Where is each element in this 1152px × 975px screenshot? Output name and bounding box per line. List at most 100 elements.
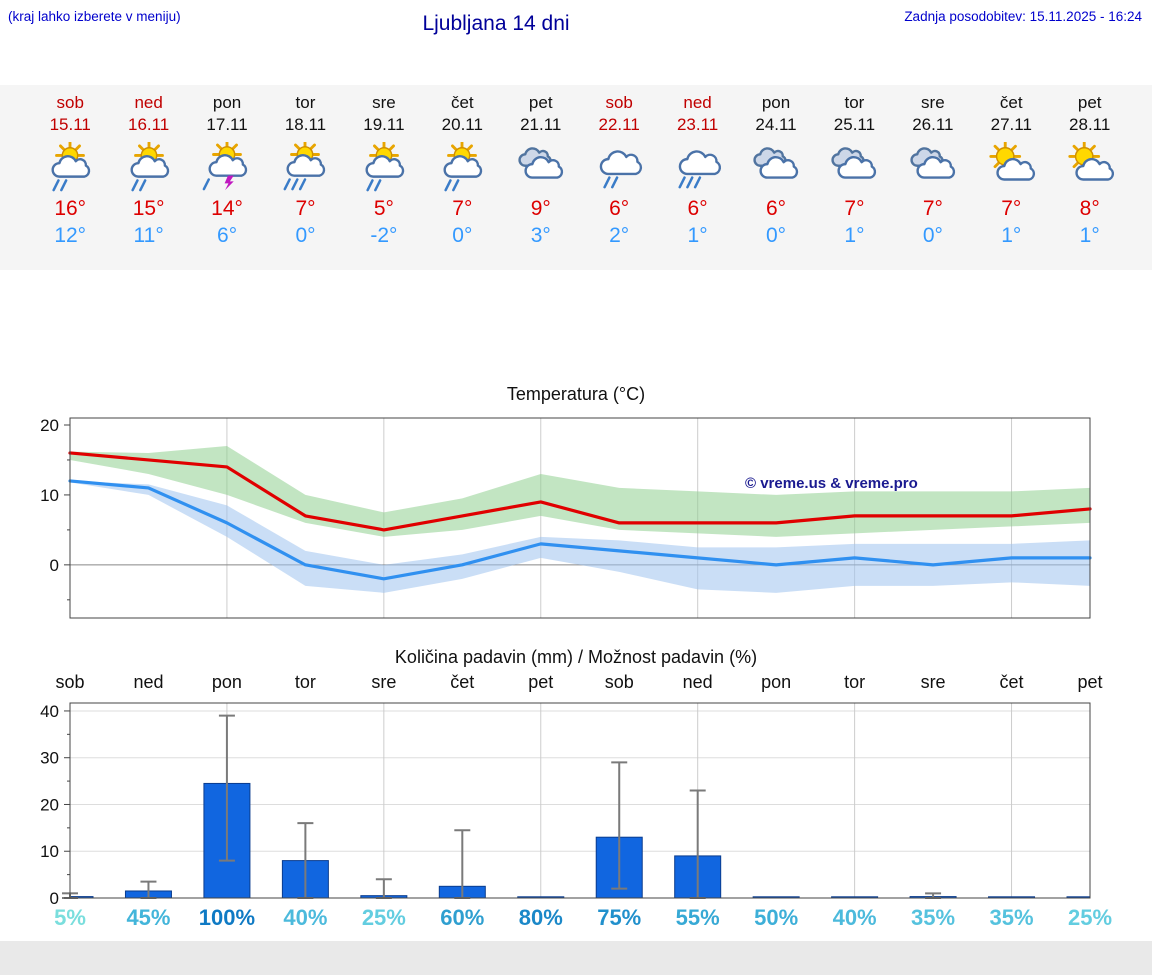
high-temp: 16° [54,197,87,220]
day-name: pet [528,93,553,112]
low-temp: 12° [54,224,87,247]
low-temp: 1° [1001,224,1022,247]
precip-probability: 50% [754,905,798,930]
forecast-day[interactable]: ned 16.11 15° 11° [109,93,187,270]
precip-ytick-label: 0 [50,889,59,908]
precip-probability: 100% [199,905,255,930]
cloud-icon [839,157,875,177]
low-temp: 1° [1079,224,1100,247]
sun-cloud-storm-icon [202,142,258,191]
rain-icon [60,179,68,192]
cloud-icon [998,159,1034,179]
high-temp: 6° [687,197,708,220]
forecast-day[interactable]: ned 23.11 6° 1° [658,93,736,270]
rain-icon [373,179,382,192]
low-temp: 0° [295,224,316,247]
temp-ytick-label: 10 [40,486,59,505]
forecast-day[interactable]: sre 26.11 7° 0° [894,93,972,270]
cloud-icon [601,151,641,173]
day-date: 28.11 [1069,115,1111,134]
rain-icon [131,179,139,192]
high-temp: 7° [452,197,473,220]
precip-probability: 25% [1068,905,1112,930]
cloud-icon [1076,159,1112,179]
day-date: 25.11 [833,115,876,134]
precip-day-label: sre [371,672,396,692]
sun-cloud-rain-icon [39,142,101,192]
rain-icon [678,176,686,189]
forecast-day[interactable]: tor 18.11 7° 0° [266,93,344,270]
low-temp: 1° [687,224,708,247]
min-range-band [70,480,1090,593]
precip-probability: 75% [597,905,641,930]
day-name: sre [921,93,945,112]
forecast-day[interactable]: tor 25.11 7° 1° [815,93,893,270]
forecast-strip: sob 15.11 16° 12° ned 16.11 15° 11° pon 17.11 14° 6… [0,85,1152,270]
temp-ytick-label: 0 [50,556,59,575]
day-date: 23.11 [676,115,719,134]
rain-icon [611,176,619,189]
day-date: 21.11 [520,115,562,134]
rain-icon [291,178,300,191]
forecast-day[interactable]: pet 21.11 9° 3° [502,93,580,270]
cloud-icon [210,155,246,175]
precip-day-label: pon [212,672,242,692]
rain-icon [202,178,211,191]
precip-day-label: pet [1077,672,1102,692]
precip-probability: 45% [126,905,170,930]
day-date: 15.11 [49,115,91,134]
low-temp: 0° [765,224,787,247]
clouds-icon [902,142,964,192]
precip-probability: 55% [676,905,720,930]
sun-cloud-icon [1068,142,1121,192]
high-temp: 6° [765,197,787,220]
precip-probability: 80% [519,905,563,930]
precipitation-chart-title: Količina padavin (mm) / Možnost padavin … [394,647,758,667]
day-name: pet [1077,93,1102,112]
day-name: tor [844,93,865,112]
precip-probability: 35% [911,905,955,930]
rain-icon [52,179,60,192]
cloud-icon [917,157,953,177]
precip-day-label: tor [295,672,316,692]
day-name: pon [212,93,242,112]
precip-ytick-label: 40 [40,702,59,721]
precip-day-label: pet [528,672,553,692]
cloud-icon [131,156,167,176]
high-temp: 7° [1001,197,1022,220]
rain-icon [299,178,307,191]
low-temp: 3° [530,224,551,247]
lightning-icon [224,175,234,191]
forecast-day[interactable]: sre 19.11 5° -2° [345,93,423,270]
precip-probability: 35% [990,905,1034,930]
watermark: © vreme.us & vreme.pro [745,475,918,492]
day-date: 18.11 [284,115,327,134]
footer-bar [0,941,1152,975]
day-date: 19.11 [363,115,405,134]
low-temp: 6° [217,224,238,247]
rain-icon [138,179,147,192]
cloud-heavy-rain-icon [678,142,729,189]
high-temp: 6° [609,197,630,220]
max-temp-line [68,451,1092,532]
rain-icon [693,176,701,189]
forecast-day[interactable]: čet 20.11 7° 0° [423,93,501,270]
forecast-day[interactable]: pon 17.11 14° 6° [188,93,266,270]
temp-ytick-label: 20 [40,416,59,435]
forecast-day[interactable]: pet 28.11 8° 1° [1050,93,1128,270]
forecast-day[interactable]: sob 15.11 16° 12° [31,93,109,270]
day-name: pon [761,93,791,112]
sun-cloud-icon [989,142,1042,192]
forecast-day[interactable]: čet 27.11 7° 1° [972,93,1050,270]
high-temp: 15° [132,197,165,220]
forecast-day[interactable]: pon 24.11 6° 0° [737,93,815,270]
day-name: čet [450,93,474,112]
cloud-icon [53,156,89,176]
cloud-rain-icon [588,142,650,189]
forecast-day[interactable]: sob 22.11 6° 2° [580,93,658,270]
day-date: 26.11 [912,115,954,134]
clouds-icon [745,142,807,192]
rain-icon [444,179,453,192]
precip-day-label: tor [844,672,865,692]
